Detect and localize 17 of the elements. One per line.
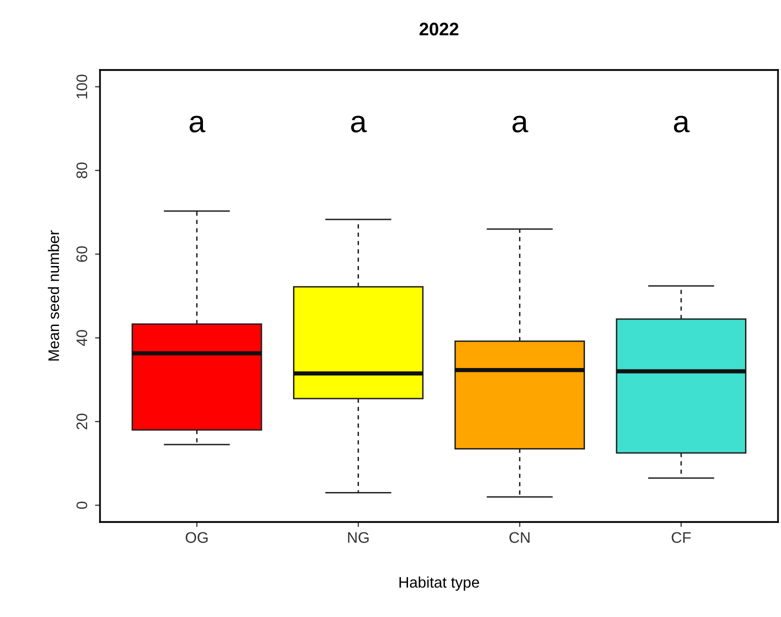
y-tick-label: 60 (76, 246, 88, 262)
y-tick-label: 20 (76, 414, 88, 430)
annotation: a (512, 116, 528, 132)
y-tick-label: 100 (76, 74, 88, 98)
x-tick-label: CN (509, 532, 530, 543)
x-axis-title: Habitat type (399, 576, 480, 591)
annotation: a (674, 116, 690, 132)
y-axis-title: Mean seed number (48, 230, 60, 361)
x-tick-label: CF (672, 532, 691, 543)
x-tick-label: OG (186, 532, 208, 543)
x-tick-label: NG (348, 532, 369, 543)
annotation: a (190, 116, 206, 132)
chart-title: 2022 (420, 22, 458, 36)
y-tick-label: 0 (76, 502, 88, 509)
y-tick-label: 80 (76, 162, 88, 178)
annotation: a (351, 116, 367, 132)
y-tick-label: 40 (76, 330, 88, 346)
